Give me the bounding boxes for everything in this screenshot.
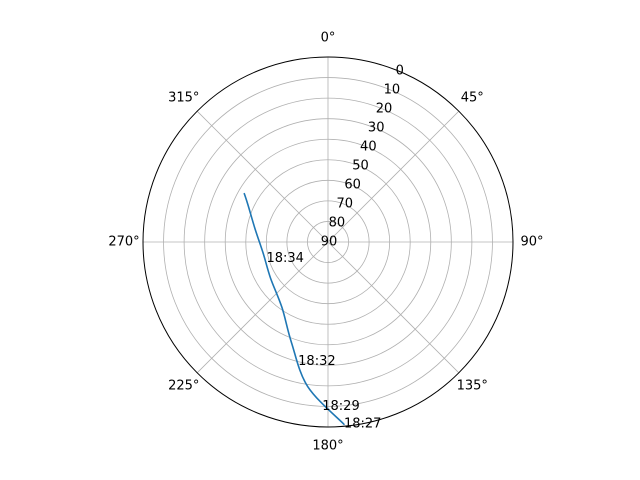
- angular-tick-label: 180°: [312, 439, 343, 454]
- polar-grid: [143, 57, 513, 427]
- radial-tick-label: 90: [321, 235, 338, 250]
- radial-tick-label: 0: [396, 64, 404, 79]
- time-label: 18:34: [266, 251, 303, 266]
- angular-tick-labels: 0° 45° 90° 135° 180° 225° 270° 315°: [108, 31, 543, 454]
- angular-tick-label: 315°: [168, 90, 199, 105]
- radial-tick-label: 60: [344, 178, 361, 193]
- time-labels: 18:27 18:29 18:32 18:34: [266, 251, 381, 432]
- angular-tick-label: 135°: [457, 379, 488, 394]
- time-label: 18:29: [322, 399, 359, 414]
- radial-tick-label: 30: [368, 121, 385, 136]
- angular-gridline: [327, 241, 460, 374]
- polar-frame: [142, 56, 514, 428]
- series-line: [243, 192, 345, 426]
- radial-tick-label: 70: [336, 197, 353, 212]
- radial-tick-label: 50: [352, 159, 369, 174]
- time-label: 18:32: [298, 354, 335, 369]
- radial-tick-labels: 0 10 20 30 40 50 60 70 80 90: [321, 64, 404, 250]
- angular-tick-label: 270°: [108, 235, 139, 250]
- angular-tick-label: 225°: [168, 379, 199, 394]
- angular-gridline: [196, 110, 329, 243]
- angular-gridline: [327, 110, 460, 243]
- angular-gridline: [196, 241, 329, 374]
- radial-tick-label: 20: [376, 102, 393, 117]
- radial-tick-label: 10: [384, 83, 401, 98]
- angular-tick-label: 0°: [321, 31, 336, 46]
- time-label: 18:27: [344, 417, 381, 432]
- series-layer: [243, 192, 345, 426]
- angular-tick-label: 90°: [520, 235, 543, 250]
- radial-tick-label: 80: [329, 216, 346, 231]
- radial-tick-label: 40: [360, 140, 377, 155]
- angular-tick-label: 45°: [461, 90, 484, 105]
